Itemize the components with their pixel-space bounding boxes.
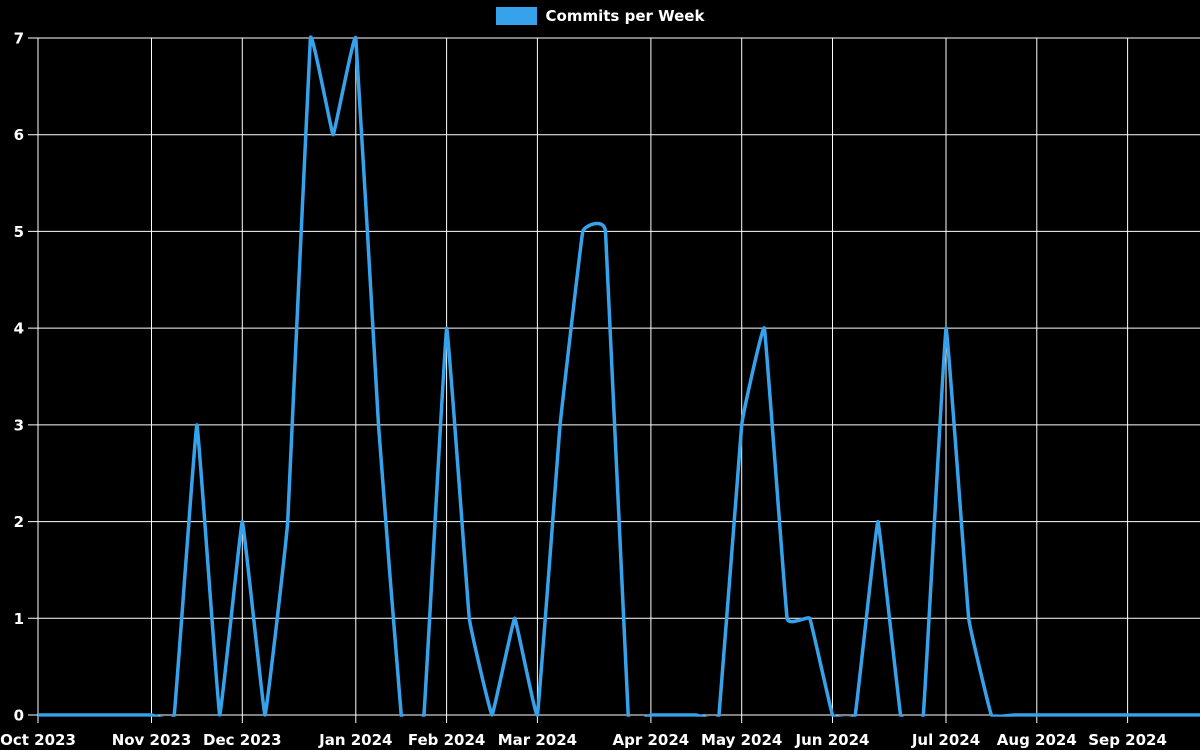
x-tick-label-3: Jan 2024 (318, 731, 392, 749)
y-tick-label-2: 2 (14, 513, 24, 531)
legend-color-swatch (495, 7, 537, 25)
legend-label: Commits per Week (545, 7, 705, 25)
y-tick-label-0: 0 (14, 707, 24, 725)
x-tick-label-8: Jun 2024 (795, 731, 870, 749)
x-tick-label-2: Dec 2023 (203, 731, 282, 749)
y-tick-label-1: 1 (14, 610, 24, 628)
x-tick-label-0: Oct 2023 (0, 731, 76, 749)
x-tick-label-5: Mar 2024 (498, 731, 577, 749)
y-tick-label-6: 6 (14, 126, 24, 144)
x-tick-label-7: May 2024 (701, 731, 782, 749)
x-tick-label-4: Feb 2024 (408, 731, 486, 749)
commits-line (38, 35, 1200, 717)
y-tick-label-7: 7 (14, 30, 24, 48)
x-tick-label-11: Sep 2024 (1088, 731, 1167, 749)
y-tick-label-3: 3 (14, 416, 24, 434)
x-tick-label-6: Apr 2024 (613, 731, 690, 749)
y-tick-label-4: 4 (14, 320, 24, 338)
x-tick-label-1: Nov 2023 (112, 731, 192, 749)
x-tick-label-9: Jul 2024 (911, 731, 980, 749)
x-tick-label-10: Aug 2024 (997, 731, 1077, 749)
legend-item-commits-per-week[interactable]: Commits per Week (0, 7, 1200, 25)
y-tick-label-5: 5 (14, 223, 24, 241)
